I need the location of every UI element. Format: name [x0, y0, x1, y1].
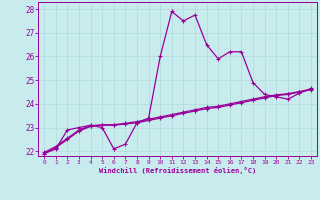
- X-axis label: Windchill (Refroidissement éolien,°C): Windchill (Refroidissement éolien,°C): [99, 167, 256, 174]
